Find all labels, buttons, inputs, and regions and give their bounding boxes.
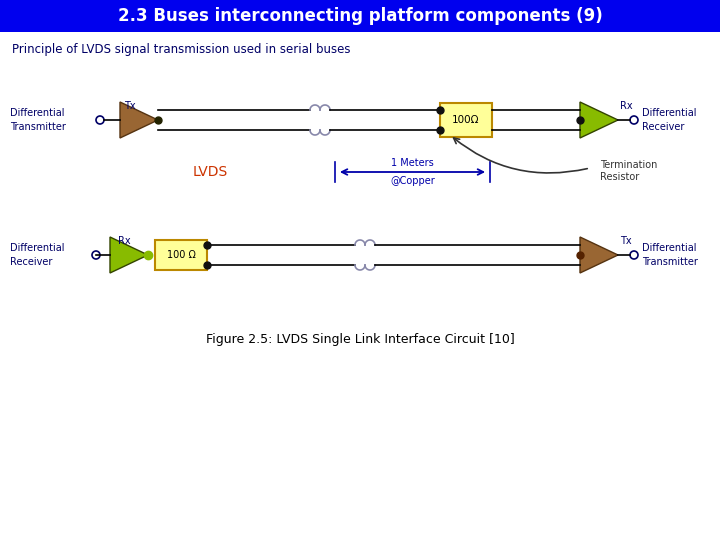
Text: Receiver: Receiver bbox=[10, 257, 53, 267]
Text: Differential: Differential bbox=[10, 243, 65, 253]
Text: 100Ω: 100Ω bbox=[452, 115, 480, 125]
Text: Termination: Termination bbox=[600, 160, 657, 170]
Text: Resistor: Resistor bbox=[600, 172, 639, 182]
Text: LVDS: LVDS bbox=[192, 165, 228, 179]
Text: 2.3 Buses interconnecting platform components (9): 2.3 Buses interconnecting platform compo… bbox=[117, 7, 603, 25]
Text: Tx: Tx bbox=[620, 236, 631, 246]
Text: Differential: Differential bbox=[642, 108, 696, 118]
Text: Differential: Differential bbox=[642, 243, 696, 253]
Text: Transmitter: Transmitter bbox=[642, 257, 698, 267]
FancyBboxPatch shape bbox=[155, 240, 207, 270]
Text: @Copper: @Copper bbox=[390, 176, 435, 186]
Polygon shape bbox=[120, 102, 158, 138]
Text: Tx: Tx bbox=[124, 101, 136, 111]
Text: 1 Meters: 1 Meters bbox=[391, 158, 434, 168]
Polygon shape bbox=[580, 102, 618, 138]
Polygon shape bbox=[110, 237, 148, 273]
Polygon shape bbox=[580, 237, 618, 273]
Text: 100 Ω: 100 Ω bbox=[166, 250, 195, 260]
Text: Figure 2.5: LVDS Single Link Interface Circuit [10]: Figure 2.5: LVDS Single Link Interface C… bbox=[206, 334, 514, 347]
Text: Differential: Differential bbox=[10, 108, 65, 118]
Text: Transmitter: Transmitter bbox=[10, 122, 66, 132]
Text: Rx: Rx bbox=[118, 236, 130, 246]
Text: Rx: Rx bbox=[620, 101, 633, 111]
FancyBboxPatch shape bbox=[0, 0, 720, 32]
FancyBboxPatch shape bbox=[440, 103, 492, 137]
Text: Principle of LVDS signal transmission used in serial buses: Principle of LVDS signal transmission us… bbox=[12, 44, 351, 57]
Text: Receiver: Receiver bbox=[642, 122, 685, 132]
